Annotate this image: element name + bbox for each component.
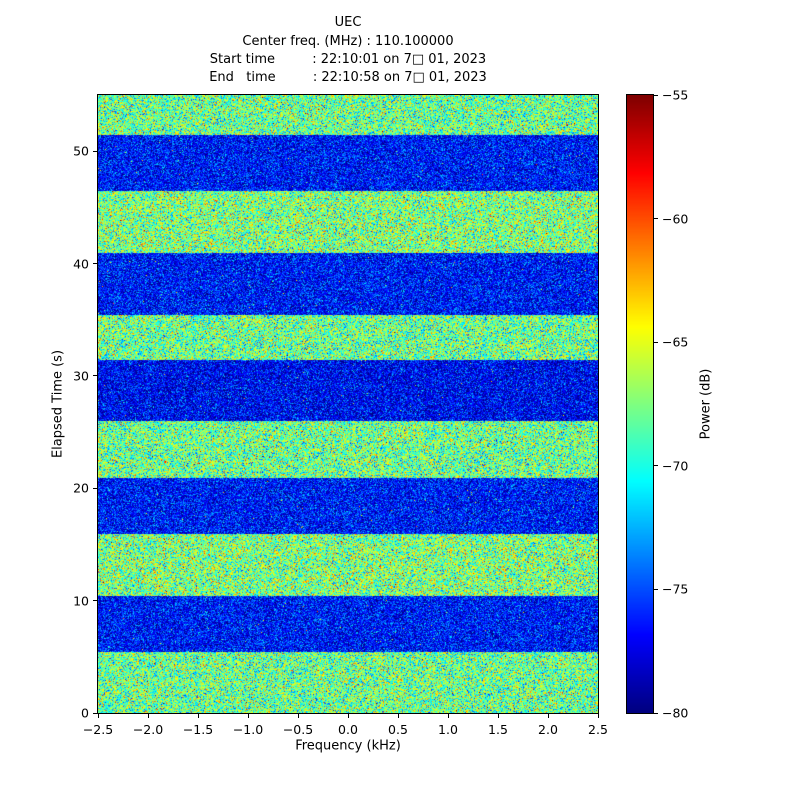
y-tick-label: 0 xyxy=(81,705,89,721)
x-tick-label: −2.0 xyxy=(132,722,164,737)
y-tick-mark xyxy=(93,600,97,602)
x-tick-mark xyxy=(297,714,299,718)
colorbar-label: Power (dB) xyxy=(698,368,714,440)
x-tick-label: 2.0 xyxy=(538,722,558,737)
x-tick-label: 0.5 xyxy=(388,722,408,737)
y-tick-mark xyxy=(93,712,97,714)
end-time-line: End time : 22:10:58 on 7□ 01, 2023 xyxy=(209,70,487,85)
x-tick-mark xyxy=(547,714,549,718)
x-tick-label: −1.0 xyxy=(232,722,264,737)
colorbar-tick-mark xyxy=(654,218,658,220)
colorbar-tick-mark xyxy=(654,712,658,714)
colorbar-tick-mark xyxy=(654,341,658,343)
x-tick-label: 0.0 xyxy=(338,722,358,737)
x-tick-label: 1.0 xyxy=(438,722,458,737)
start-time-line: Start time : 22:10:01 on 7□ 01, 2023 xyxy=(209,52,487,67)
figure-title: UEC xyxy=(334,15,362,30)
x-tick-label: −2.5 xyxy=(82,722,114,737)
colorbar-tick-label: −55 xyxy=(662,87,689,103)
x-tick-mark xyxy=(247,714,249,718)
colorbar-tick-mark xyxy=(654,94,658,96)
x-tick-mark xyxy=(447,714,449,718)
x-tick-mark xyxy=(147,714,149,718)
colorbar-tick-label: −65 xyxy=(662,334,689,350)
colorbar-tick-mark xyxy=(654,588,658,590)
y-tick-label: 10 xyxy=(73,593,89,609)
x-axis-label: Frequency (kHz) xyxy=(295,738,401,754)
center-freq-line: Center freq. (MHz) : 110.100000 xyxy=(242,34,454,49)
y-tick-label: 40 xyxy=(73,256,89,272)
x-tick-mark xyxy=(347,714,349,718)
x-tick-label: −1.5 xyxy=(182,722,214,737)
colorbar-tick-label: −75 xyxy=(662,581,689,597)
colorbar-tick-label: −60 xyxy=(662,211,689,227)
y-tick-mark xyxy=(93,375,97,377)
y-tick-label: 20 xyxy=(73,480,89,496)
x-tick-mark xyxy=(97,714,99,718)
spectrogram-canvas xyxy=(97,94,599,714)
x-tick-label: 2.5 xyxy=(588,722,608,737)
colorbar-tick-mark xyxy=(654,465,658,467)
x-tick-label: −0.5 xyxy=(282,722,314,737)
y-axis-label: Elapsed Time (s) xyxy=(50,349,66,459)
x-tick-mark xyxy=(397,714,399,718)
y-tick-mark xyxy=(93,150,97,152)
y-tick-label: 30 xyxy=(73,368,89,384)
x-tick-label: 1.5 xyxy=(488,722,508,737)
x-tick-mark xyxy=(597,714,599,718)
y-tick-mark xyxy=(93,263,97,265)
y-tick-mark xyxy=(93,487,97,489)
y-tick-label: 50 xyxy=(73,143,89,159)
x-tick-mark xyxy=(197,714,199,718)
x-tick-mark xyxy=(497,714,499,718)
colorbar-tick-label: −70 xyxy=(662,458,689,474)
colorbar-canvas xyxy=(626,94,654,714)
colorbar-tick-label: −80 xyxy=(662,705,689,721)
